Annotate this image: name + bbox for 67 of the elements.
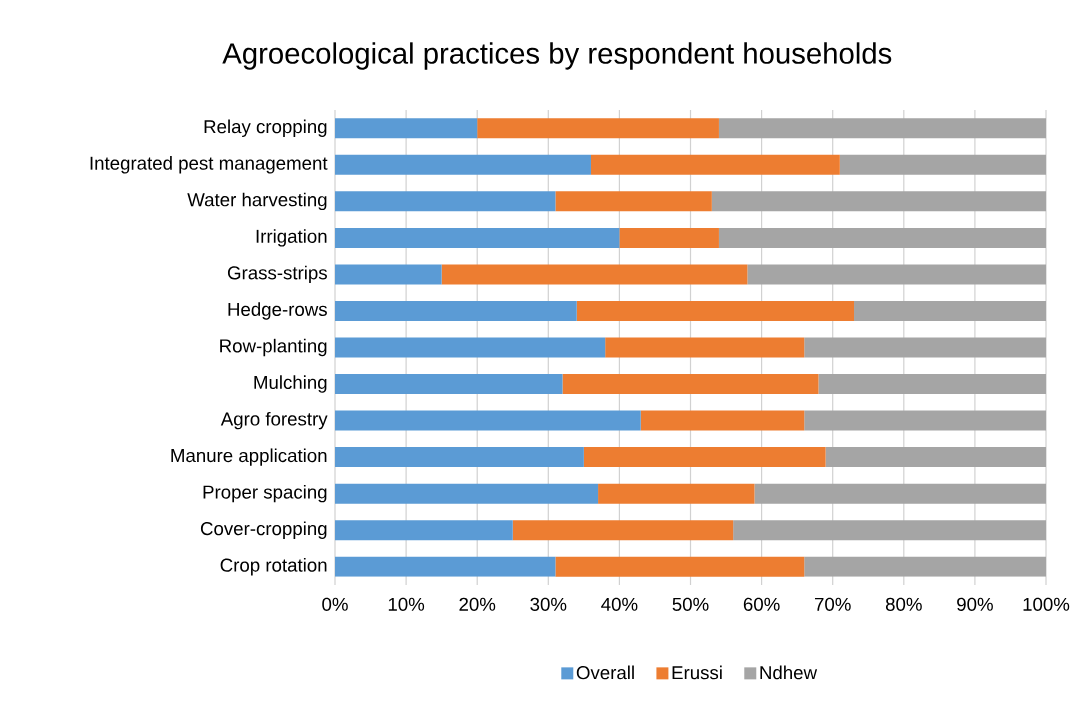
y-tick-label: Hedge-rows — [228, 302, 327, 320]
legend-label: Overall — [576, 665, 634, 680]
bar — [555, 191, 712, 212]
bar — [854, 300, 1046, 321]
y-tick-label: Crop rotation — [220, 558, 327, 576]
x-tick-label: 70% — [814, 597, 851, 611]
y-tick-label: Proper spacing — [203, 484, 327, 503]
x-tick-label: 60% — [743, 597, 780, 611]
bar — [590, 154, 840, 175]
bar — [804, 410, 1046, 431]
x-tick-label: 50% — [672, 597, 709, 611]
bar — [335, 556, 556, 577]
y-tick-label: Manure application — [171, 448, 327, 466]
bar — [335, 264, 442, 285]
x-tick-label: 40% — [601, 597, 638, 611]
bar — [335, 227, 620, 248]
x-tick-label: 90% — [957, 597, 993, 611]
bar — [839, 154, 1046, 175]
bar — [335, 447, 584, 468]
bar — [335, 154, 591, 175]
bar — [619, 227, 719, 248]
bar — [711, 191, 1046, 212]
bar — [335, 337, 606, 358]
legend-label: Erussi — [672, 665, 722, 680]
bar — [555, 556, 805, 577]
bar — [747, 264, 1046, 285]
y-tick-label: Mulching — [254, 375, 327, 393]
bar — [718, 118, 1046, 139]
bar — [804, 337, 1046, 358]
bar — [512, 520, 734, 541]
x-tick-label: 80% — [885, 597, 922, 611]
bar — [804, 556, 1046, 577]
bar — [733, 520, 1046, 541]
bar — [718, 227, 1046, 248]
bar — [335, 520, 513, 541]
bar — [562, 374, 819, 395]
chart-title: Agroecological practices by respondent households — [222, 42, 892, 70]
y-tick-label: Row-planting — [220, 338, 327, 357]
bar — [335, 118, 478, 139]
y-tick-label: Agro forestry — [220, 411, 328, 430]
bar — [441, 264, 748, 285]
bar — [583, 447, 826, 468]
bar — [754, 483, 1046, 504]
x-tick-label: 30% — [530, 597, 567, 611]
x-tick-label: 100% — [1023, 597, 1070, 611]
x-tick-label: 10% — [388, 597, 425, 611]
bar — [605, 337, 805, 358]
y-tick-label: Irrigation — [256, 229, 327, 247]
bar — [576, 300, 855, 321]
bar — [477, 118, 719, 139]
y-tick-label: Cover-cropping — [200, 521, 327, 539]
legend-label: Ndhew — [760, 665, 818, 680]
bar — [335, 191, 556, 212]
bar — [335, 483, 599, 504]
bar — [335, 410, 641, 431]
bar — [818, 374, 1046, 395]
y-tick-label: Relay cropping — [204, 119, 327, 137]
y-tick-label: Integrated pest management — [90, 156, 328, 174]
bar — [825, 447, 1046, 468]
x-tick-label: 20% — [459, 597, 496, 611]
y-tick-label: Grass-strips — [227, 265, 327, 284]
bar — [335, 374, 563, 395]
bar — [640, 410, 805, 431]
y-tick-label: Water harvesting — [187, 192, 327, 211]
bar — [335, 300, 577, 321]
bar — [598, 483, 755, 504]
x-tick-label: 0% — [322, 597, 348, 611]
